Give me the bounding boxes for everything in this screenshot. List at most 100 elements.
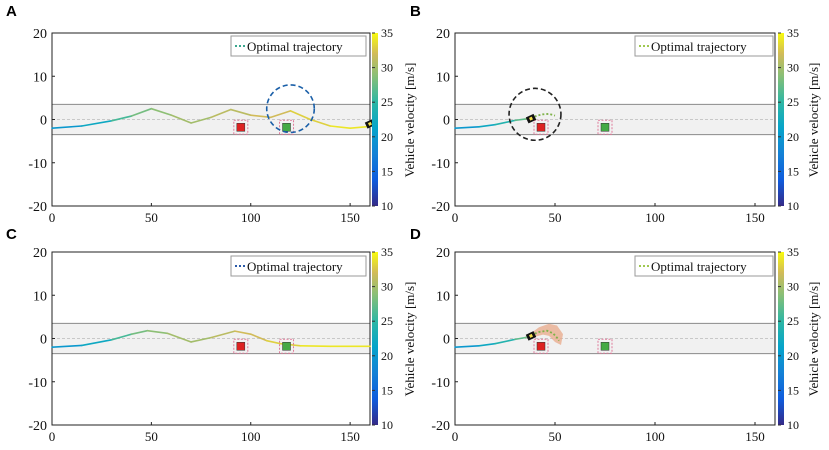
x-tick-label: 100	[645, 429, 665, 444]
colorbar-tick-label: 20	[381, 349, 393, 363]
trajectory-segment	[150, 107, 173, 116]
colorbar-title: Vehicle velocity [m/s]	[402, 63, 417, 178]
y-tick-label: 0	[40, 114, 47, 129]
panel-b: B 0 50 100 150 -20 -10 0 10 20 Optimal trajector…	[410, 3, 821, 225]
colorbar-scale	[372, 33, 378, 206]
trajectory-segment	[309, 118, 332, 127]
trajectory-segment	[454, 345, 480, 348]
panel-c-legend: Optimal trajectory	[230, 255, 367, 277]
trajectory-segment	[170, 114, 192, 124]
ego-vehicle-center	[529, 333, 533, 338]
trajectory-segment	[269, 110, 292, 119]
x-tick-label: 50	[145, 429, 158, 444]
trajectory-segment	[110, 115, 133, 122]
obstacle-bounding-box	[279, 338, 295, 354]
panel-b-label: B	[410, 3, 421, 20]
y-tick-label: 0	[443, 114, 450, 129]
y-tick-label: 10	[436, 70, 450, 85]
obstacle-vehicle-red	[236, 123, 246, 132]
colorbar-scale	[372, 252, 378, 425]
trajectory-segment	[210, 108, 232, 119]
trajectory-segment	[265, 339, 282, 345]
predicted-trajectory	[530, 112, 556, 120]
panel-a-legend: Optimal trajectory	[230, 35, 367, 57]
obstacle-vehicle-green	[600, 123, 610, 132]
obstacle-vehicle-green	[600, 342, 610, 351]
trajectory-segment	[210, 330, 236, 339]
legend-label: Optimal trajectory	[247, 39, 343, 54]
trajectory-segment	[81, 338, 113, 347]
trajectory-segment	[166, 332, 192, 343]
legend-label: Optimal trajectory	[651, 39, 747, 54]
panel-c-label: C	[6, 226, 17, 243]
obstacle-bounding-box	[233, 119, 249, 135]
y-tick-label: 20	[436, 246, 450, 261]
colorbar-tick-label: 10	[381, 418, 393, 432]
colorbar-tick-label: 35	[787, 245, 799, 259]
panel-a-label: A	[6, 3, 17, 20]
trajectory-segment	[190, 336, 212, 343]
colorbar-title: Vehicle velocity [m/s]	[806, 282, 821, 397]
obstacle-bounding-box	[279, 119, 295, 135]
colorbar-tick-label: 30	[381, 280, 393, 294]
trajectory-segment	[454, 126, 480, 129]
trajectory-segment	[130, 107, 153, 117]
x-tick-label: 0	[452, 210, 459, 225]
colorbar-tick-label: 20	[381, 130, 393, 144]
x-tick-label: 150	[340, 210, 360, 225]
colorbar-tick-label: 25	[787, 314, 799, 328]
y-tick-label: 10	[33, 70, 47, 85]
y-tick-label: 20	[436, 27, 450, 42]
x-tick-label: 0	[49, 429, 56, 444]
legend-box	[634, 35, 774, 57]
colorbar-tick-label: 10	[787, 418, 799, 432]
panel-b-colorbar: 10 15 20 25 30 35 Vehicle velocity [m/s]	[778, 26, 821, 213]
obstacle-vehicle-red	[536, 123, 546, 132]
panel-a-plot: 0 50 100 150 -20 -10 0 10 20	[28, 27, 376, 225]
y-tick-label: 0	[443, 333, 450, 348]
panel-c-colorbar: 10 15 20 25 30 35 Vehicle velocity [m/s]	[372, 245, 417, 432]
obstacle-bounding-box	[233, 338, 249, 354]
colorbar-tick-label: 15	[381, 383, 393, 397]
trajectory-segment	[230, 108, 252, 116]
obstacle-vehicle-red	[236, 342, 246, 351]
panel-d-label: D	[410, 226, 421, 243]
panel-d: D 0 50 100 150 -20 -10 0 10 20 Optimal trajector…	[410, 226, 821, 444]
trajectory-segment	[494, 338, 516, 345]
y-tick-label: -20	[431, 200, 450, 215]
colorbar-tick-label: 35	[381, 26, 393, 40]
trajectory-segment	[51, 344, 83, 348]
obstacle-bounding-box	[597, 119, 613, 135]
y-tick-label: -10	[431, 376, 450, 391]
y-tick-label: 20	[33, 246, 47, 261]
panel-d-legend: Optimal trajectory	[634, 255, 774, 277]
obstacle-vehicle-red	[536, 342, 546, 351]
prediction-uncertainty-region	[531, 323, 563, 345]
x-tick-label: 50	[145, 210, 158, 225]
x-tick-label: 100	[645, 210, 665, 225]
obstacle-bounding-box	[533, 338, 549, 354]
trajectory-segment	[81, 119, 113, 127]
y-tick-label: 10	[436, 289, 450, 304]
y-tick-label: 20	[33, 27, 47, 42]
trajectory-segment	[494, 119, 516, 126]
colorbar-tick-label: 25	[381, 314, 393, 328]
colorbar-tick-label: 15	[787, 164, 799, 178]
y-tick-label: -20	[28, 419, 47, 434]
obstacle-vehicle-green	[282, 342, 291, 351]
x-tick-label: 100	[241, 210, 261, 225]
trajectory-segment	[146, 329, 169, 335]
colorbar-tick-label: 30	[787, 61, 799, 75]
trajectory-segment	[514, 336, 526, 341]
colorbar-tick-label: 15	[787, 383, 799, 397]
trajectory-segment	[249, 333, 268, 342]
legend-label: Optimal trajectory	[651, 259, 747, 274]
y-tick-label: 10	[33, 289, 47, 304]
panel-d-plot: 0 50 100 150 -20 -10 0 10 20	[431, 246, 776, 444]
legend-box	[230, 255, 367, 277]
panel-a-colorbar: 10 15 20 25 30 35 Vehicle velocity [m/s]	[372, 26, 417, 213]
panel-c: C 0 50 100 150 -20 -10 0 10 20 Optimal trajector…	[6, 226, 417, 444]
x-tick-label: 50	[549, 210, 562, 225]
colorbar-tick-label: 25	[381, 95, 393, 109]
highlight-circle	[508, 87, 562, 142]
